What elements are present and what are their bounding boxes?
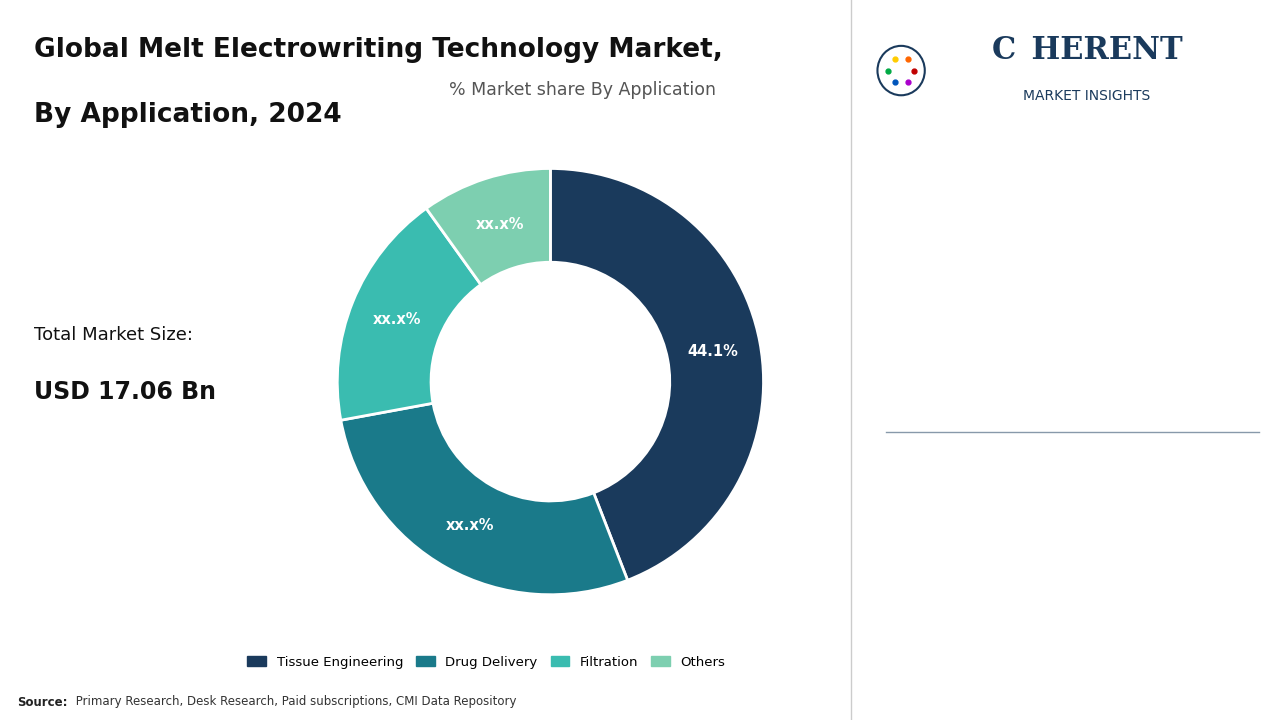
Text: 44.1%: 44.1% [895, 167, 1087, 222]
Text: Global Melt
Electrowriting
Technology
Market: Global Melt Electrowriting Technology Ma… [895, 434, 1076, 574]
Text: xx.x%: xx.x% [476, 217, 524, 232]
Text: Global Melt Electrowriting Technology Market,: Global Melt Electrowriting Technology Ma… [35, 37, 723, 63]
Text: xx.x%: xx.x% [372, 312, 421, 328]
Text: 44.1%: 44.1% [687, 343, 739, 359]
Text: USD 17.06 Bn: USD 17.06 Bn [35, 380, 216, 405]
Wedge shape [550, 168, 763, 580]
Text: By Application, 2024: By Application, 2024 [35, 102, 342, 128]
Text: MARKET INSIGHTS: MARKET INSIGHTS [1024, 89, 1151, 103]
Wedge shape [340, 403, 627, 595]
Text: Total Market Size:: Total Market Size: [35, 325, 193, 343]
Text: % Market share By Application: % Market share By Application [449, 81, 716, 99]
Text: C HERENT: C HERENT [992, 35, 1183, 66]
Text: Application - Estimated
Market Revenue Share,
2024: Application - Estimated Market Revenue S… [895, 335, 1073, 394]
Text: Source:: Source: [17, 696, 68, 708]
Text: Tissue Engineering: Tissue Engineering [895, 254, 1073, 271]
Text: Primary Research, Desk Research, Paid subscriptions, CMI Data Repository: Primary Research, Desk Research, Paid su… [73, 696, 517, 708]
Wedge shape [426, 168, 550, 284]
Text: xx.x%: xx.x% [445, 518, 494, 534]
Wedge shape [338, 208, 481, 420]
Legend: Tissue Engineering, Drug Delivery, Filtration, Others: Tissue Engineering, Drug Delivery, Filtr… [242, 650, 731, 674]
